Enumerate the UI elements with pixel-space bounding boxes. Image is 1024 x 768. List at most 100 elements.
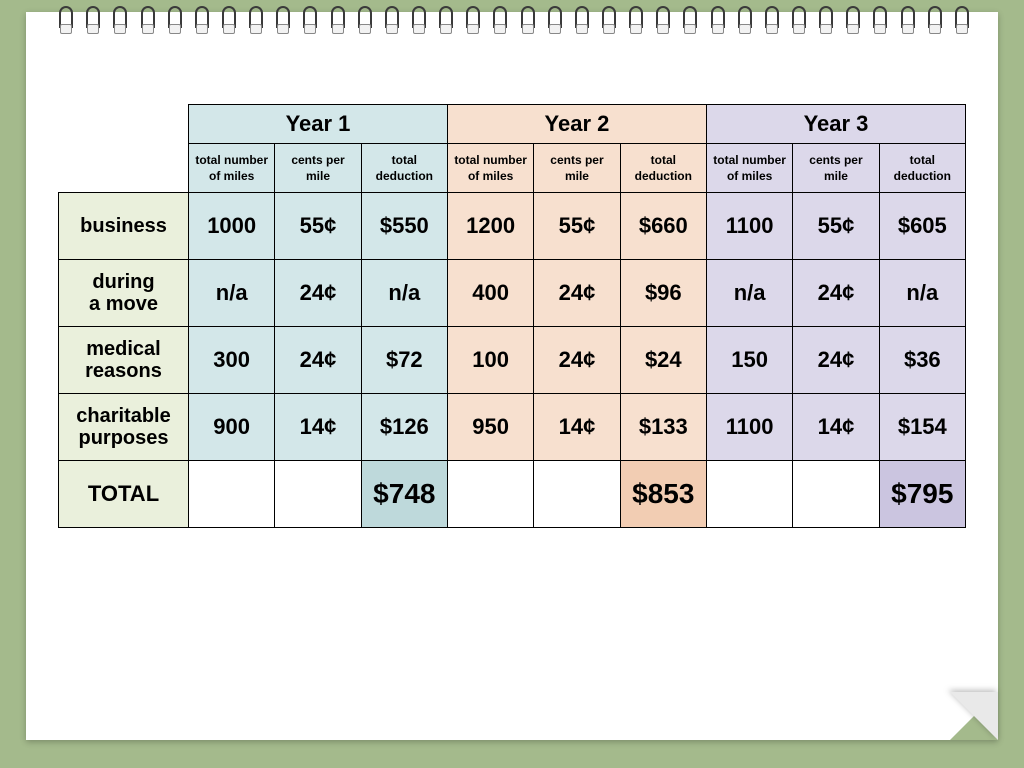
data-cell: 14¢ [793, 394, 879, 461]
binding-ring [953, 6, 967, 34]
data-cell: $126 [361, 394, 447, 461]
blank-corner [59, 105, 189, 144]
data-cell: 55¢ [534, 193, 620, 260]
binding-ring [519, 6, 533, 34]
binding-ring [871, 6, 885, 34]
data-cell: 950 [447, 394, 533, 461]
data-cell: $154 [879, 394, 965, 461]
data-cell: $36 [879, 327, 965, 394]
data-cell: 1200 [447, 193, 533, 260]
binding-ring [926, 6, 940, 34]
table-container: Year 1Year 2Year 3total numberof milesce… [58, 104, 966, 528]
binding-ring [654, 6, 668, 34]
total-blank [189, 461, 275, 528]
binding-ring [329, 6, 343, 34]
data-cell: 24¢ [534, 327, 620, 394]
total-value: $748 [361, 461, 447, 528]
data-cell: $96 [620, 260, 706, 327]
data-cell: 24¢ [793, 260, 879, 327]
binding-ring [301, 6, 315, 34]
year-header: Year 1 [189, 105, 448, 144]
sub-header: cents permile [793, 144, 879, 193]
year-header: Year 3 [706, 105, 965, 144]
sub-header: totaldeduction [361, 144, 447, 193]
total-blank [447, 461, 533, 528]
binding-ring [383, 6, 397, 34]
data-cell: n/a [706, 260, 792, 327]
binding-ring [573, 6, 587, 34]
row-label: charitablepurposes [59, 394, 189, 461]
data-cell: 24¢ [793, 327, 879, 394]
binding-ring [464, 6, 478, 34]
data-cell: n/a [879, 260, 965, 327]
binding-ring [437, 6, 451, 34]
binding-ring [817, 6, 831, 34]
binding-ring [546, 6, 560, 34]
binding-ring [57, 6, 71, 34]
data-cell: 24¢ [275, 327, 361, 394]
spiral-binding [26, 6, 998, 46]
sub-header: total numberof miles [447, 144, 533, 193]
total-blank [534, 461, 620, 528]
data-cell: 300 [189, 327, 275, 394]
binding-ring [247, 6, 261, 34]
page-curl [950, 692, 998, 740]
binding-ring [274, 6, 288, 34]
binding-ring [220, 6, 234, 34]
binding-ring [899, 6, 913, 34]
data-cell: 24¢ [275, 260, 361, 327]
data-cell: 900 [189, 394, 275, 461]
data-cell: 100 [447, 327, 533, 394]
data-cell: 1100 [706, 394, 792, 461]
sub-header: total numberof miles [706, 144, 792, 193]
binding-ring [763, 6, 777, 34]
row-label: business [59, 193, 189, 260]
sub-header: totaldeduction [620, 144, 706, 193]
total-blank [706, 461, 792, 528]
data-cell: 55¢ [275, 193, 361, 260]
data-cell: $660 [620, 193, 706, 260]
row-label: duringa move [59, 260, 189, 327]
total-blank [275, 461, 361, 528]
mileage-deduction-table: Year 1Year 2Year 3total numberof milesce… [58, 104, 966, 528]
data-cell: $605 [879, 193, 965, 260]
binding-ring [84, 6, 98, 34]
total-blank [793, 461, 879, 528]
binding-ring [844, 6, 858, 34]
year-header: Year 2 [447, 105, 706, 144]
data-cell: 24¢ [534, 260, 620, 327]
row-label: medicalreasons [59, 327, 189, 394]
binding-ring [491, 6, 505, 34]
total-value: $795 [879, 461, 965, 528]
data-cell: $133 [620, 394, 706, 461]
notebook-page: Year 1Year 2Year 3total numberof milesce… [26, 12, 998, 740]
binding-ring [410, 6, 424, 34]
sub-header: totaldeduction [879, 144, 965, 193]
total-label: TOTAL [59, 461, 189, 528]
data-cell: $24 [620, 327, 706, 394]
binding-ring [111, 6, 125, 34]
sub-header: cents permile [275, 144, 361, 193]
data-cell: 150 [706, 327, 792, 394]
data-cell: 1000 [189, 193, 275, 260]
binding-ring [139, 6, 153, 34]
binding-ring [709, 6, 723, 34]
data-cell: 1100 [706, 193, 792, 260]
data-cell: $550 [361, 193, 447, 260]
data-cell: n/a [189, 260, 275, 327]
binding-ring [627, 6, 641, 34]
binding-ring [166, 6, 180, 34]
sub-header: total numberof miles [189, 144, 275, 193]
binding-ring [790, 6, 804, 34]
data-cell: n/a [361, 260, 447, 327]
binding-ring [736, 6, 750, 34]
data-cell: 14¢ [534, 394, 620, 461]
blank-corner [59, 144, 189, 193]
binding-ring [193, 6, 207, 34]
binding-ring [356, 6, 370, 34]
sub-header: cents permile [534, 144, 620, 193]
binding-ring [600, 6, 614, 34]
data-cell: 55¢ [793, 193, 879, 260]
data-cell: $72 [361, 327, 447, 394]
binding-ring [681, 6, 695, 34]
